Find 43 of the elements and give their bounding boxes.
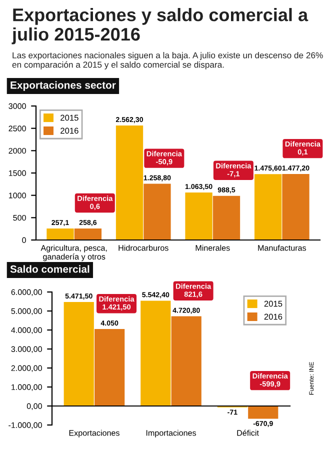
- y-tick-label: 4.000,00: [11, 327, 42, 334]
- y-tick-label: 2.000,00: [11, 365, 42, 372]
- y-tick-label: 3000: [8, 103, 26, 109]
- chart-title: Saldo comercial: [10, 265, 90, 273]
- y-tick-label: 3.000,00: [11, 346, 42, 353]
- bar: [171, 316, 202, 406]
- y-tick-label: 6.000,00: [11, 289, 42, 296]
- y-tick-label: 1.000,00: [12, 384, 42, 391]
- x-tick-label: Importaciones: [146, 430, 196, 438]
- text: Exportaciones sector: [10, 81, 116, 91]
- legend-label: 2016: [60, 128, 78, 134]
- chart-title: Exportaciones y saldo comercial a julio 2015-2016: [12, 8, 308, 44]
- y-tick-label: 0,00: [26, 403, 42, 410]
- y-tick-label: 2500: [8, 126, 26, 132]
- x-tick-label: Minerales: [196, 244, 230, 251]
- x-tick-label: Déficit: [237, 430, 259, 436]
- bar: [185, 192, 212, 240]
- bar: [94, 329, 125, 406]
- y-tick-label: 2000: [8, 148, 26, 154]
- y-tick-label: 0: [22, 237, 26, 243]
- chart-subtitle: Las exportaciones nacionales siguen a la baja. A julio existe un descenso de 26% en comparación a 2015 y el saldo comercial se dispara.: [12, 52, 323, 70]
- y-tick-label: 5.000,00: [11, 308, 42, 315]
- bar: [212, 196, 240, 240]
- legend-label: 2015: [264, 300, 282, 307]
- x-tick-label: Agricultura, pesca, ganadería y otros: [40, 244, 107, 262]
- y-tick-label: 1000: [8, 192, 26, 198]
- bar: [144, 184, 171, 240]
- legend-label: 2016: [264, 314, 282, 320]
- x-tick-label: Exportaciones: [69, 430, 120, 438]
- bar: [282, 174, 310, 240]
- x-tick-label: Manufacturas: [258, 244, 306, 251]
- bar: [46, 228, 74, 240]
- bar: [254, 174, 282, 240]
- x-tick-label: Hidrocarburos: [118, 244, 168, 251]
- bar: [64, 302, 94, 406]
- bar: [248, 406, 278, 419]
- y-tick-label: 500: [13, 214, 26, 221]
- y-tick-label: -1.000,00: [8, 422, 42, 429]
- bar: [140, 300, 171, 406]
- bar: [74, 228, 102, 240]
- bar: [116, 126, 144, 240]
- y-tick-label: 1500: [8, 170, 26, 176]
- legend-label: 2015: [60, 114, 78, 121]
